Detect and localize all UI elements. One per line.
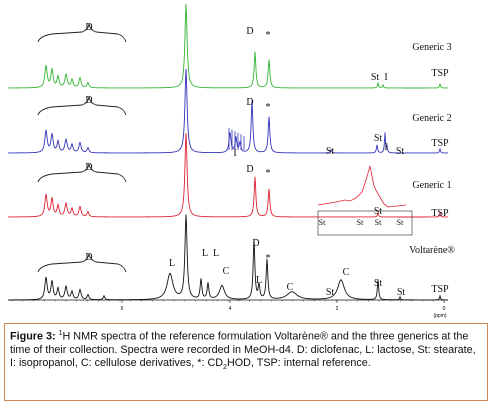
brace-2 [37, 96, 127, 116]
peak-label-4-6: D [252, 238, 259, 249]
series-label-2: Generic 2 [412, 113, 451, 124]
peak-label-3-8: St [397, 218, 404, 227]
peak-label-2-5: St [326, 146, 335, 157]
peak-label-1-6: TSP [431, 68, 449, 79]
caption-body-1: H NMR spectra of the reference formulati… [10, 330, 476, 369]
brace-3 [37, 163, 127, 183]
series-label-1: Generic 3 [412, 42, 451, 53]
caption-superscript: 1 [58, 330, 63, 337]
inset-isopropanol-peaks [228, 128, 245, 150]
peak-label-4-2: L [169, 258, 175, 269]
x-tick-label-4: 0 [443, 306, 446, 312]
x-axis-unit: (ppm) [433, 313, 446, 319]
peak-label-1-2: D [246, 26, 253, 37]
caption-subscript: 2 [223, 364, 227, 372]
spectrum-trace-3 [8, 132, 448, 218]
spectrum-trace-2 [7, 68, 449, 154]
peak-label-2-9: TSP [431, 138, 449, 149]
peak-label-1-1: D [85, 22, 92, 33]
inset-stearate-curve [317, 165, 407, 208]
peak-label-4-8: * [266, 253, 271, 264]
x-tick-label-1: 6 [121, 306, 124, 312]
ppm-axis: 6 4 2 0(ppm) [8, 299, 448, 319]
peak-label-2-2: I [233, 148, 236, 159]
peak-label-1-3: * [266, 30, 271, 41]
peak-label-4-5: C [223, 266, 230, 277]
peak-label-2-7: I [384, 142, 387, 153]
spectrum-trace-1 [8, 3, 448, 89]
peak-label-4-12: St [374, 278, 383, 289]
peak-label-4-7: L [256, 275, 262, 286]
peak-label-1-4: St [371, 72, 380, 83]
peak-label-4-1: D [85, 252, 92, 263]
caption-body-2: HOD, TSP: internal reference. [226, 357, 371, 369]
peak-label-3-5: St [319, 218, 326, 227]
peak-label-3-3: * [266, 168, 271, 179]
peak-label-2-1: D [85, 95, 92, 106]
x-tick-label-2: 4 [229, 306, 232, 312]
spectrum-trace-4 [8, 214, 448, 301]
spectrum-traces [7, 3, 449, 301]
peak-label-4-10: C [343, 267, 350, 278]
caption-label: Figure 3: [10, 330, 56, 343]
peak-label-2-6: St [374, 133, 383, 144]
peak-label-4-3: L [202, 248, 208, 259]
peak-label-4-13: St [397, 287, 406, 298]
brace-1 [37, 23, 127, 43]
peak-label-3-6: St [357, 218, 364, 227]
inset-box [317, 210, 413, 236]
figure-caption: Figure 3: 1H NMR spectra of the referenc… [4, 323, 488, 401]
peak-label-4-14: TSP [431, 284, 449, 295]
peak-label-3-9: TSP [431, 208, 449, 219]
peak-label-4-11: St [326, 287, 335, 298]
brace-4 [37, 253, 127, 273]
peak-label-1-5: I [384, 72, 387, 83]
peak-label-3-4: St [374, 206, 383, 217]
peak-label-3-2: D [246, 164, 253, 175]
peak-label-2-3: D [246, 97, 253, 108]
peak-label-2-8: St [396, 146, 405, 157]
x-tick-label-3: 2 [336, 306, 339, 312]
peak-label-4-4: L [213, 248, 219, 259]
peak-label-4-9: C [287, 282, 294, 293]
series-label-3: Generic 1 [412, 180, 451, 191]
peak-label-3-7: St [375, 218, 382, 227]
series-label-4: Voltarène® [409, 245, 455, 256]
peak-label-2-4: * [266, 102, 271, 113]
peak-label-3-1: D [85, 162, 92, 173]
